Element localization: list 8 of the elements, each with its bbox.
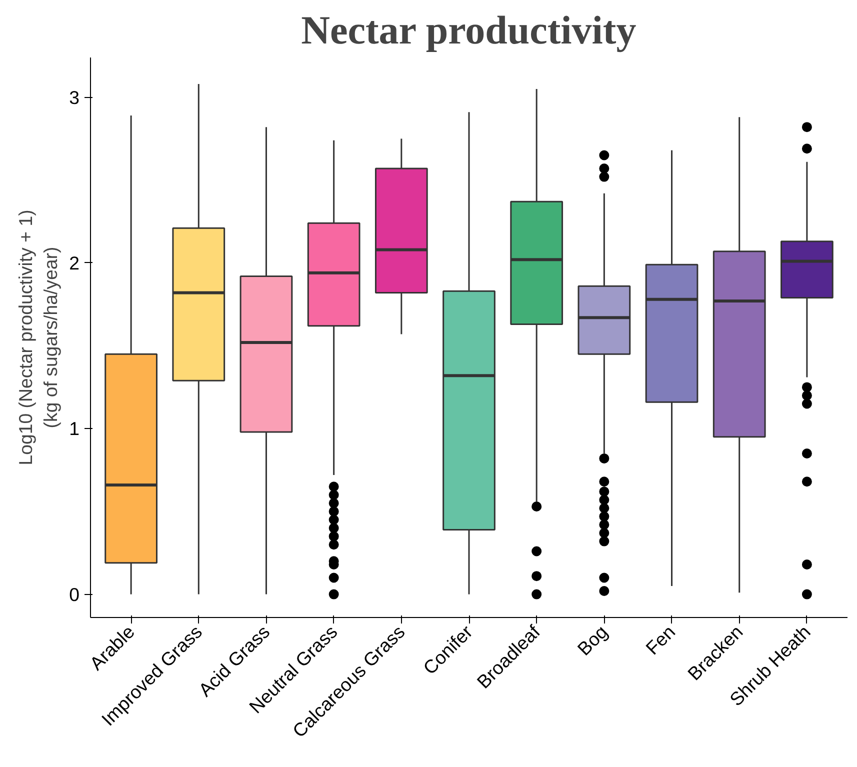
y-axis-title: Log10 (Nectar productivity + 1) (kg of sugars/ha/year) xyxy=(14,210,62,466)
y-tick-label: 1 xyxy=(69,418,80,440)
y-tick-label: 3 xyxy=(69,86,80,108)
chart-title: Nectar productivity xyxy=(301,8,636,52)
y-tick-label: 0 xyxy=(69,584,80,605)
x-tick-label: Fen xyxy=(642,621,680,659)
x-tick-label: Bog xyxy=(573,621,612,660)
y-tick-label: 2 xyxy=(69,252,80,274)
